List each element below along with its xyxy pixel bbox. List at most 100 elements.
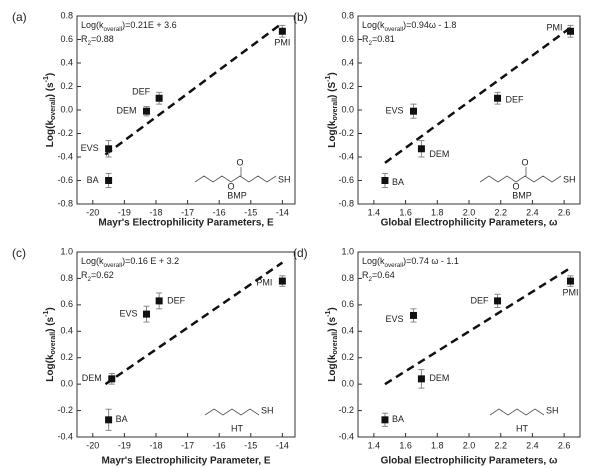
- point-label: EVS: [81, 143, 99, 153]
- y-tick-label: 0.4: [60, 57, 73, 67]
- point-label: DEM: [82, 373, 102, 383]
- point-label: BA: [392, 414, 404, 424]
- y-tick-label: 0.8: [341, 273, 354, 283]
- y-tick-label: 0.8: [60, 10, 73, 20]
- x-tick-label: -15: [244, 440, 257, 450]
- y-tick-label: -0.8: [57, 198, 73, 208]
- point-label: DEF: [132, 87, 151, 97]
- fit-line: [384, 26, 572, 164]
- r-squared: R2=0.81: [362, 34, 395, 47]
- text-part: 2: [369, 276, 373, 283]
- point: [494, 297, 502, 305]
- fit-line: [104, 261, 284, 386]
- panel-label: (b): [293, 10, 308, 24]
- y-tick-label: 0.4: [60, 326, 73, 336]
- text-part: -1: [325, 311, 332, 317]
- text-part: ) (s: [327, 316, 338, 331]
- y-tick-label: 0.0: [341, 379, 354, 389]
- x-axis-label: Global Electrophilicity Parameters, ω: [381, 218, 558, 229]
- structure: [489, 408, 545, 416]
- y-tick-label: -0.4: [338, 431, 354, 441]
- x-tick-label: 2.0: [463, 440, 476, 450]
- point: [417, 145, 425, 153]
- x-tick-label: 2.0: [463, 207, 476, 217]
- y-tick-label: -0.2: [338, 405, 354, 415]
- point: [381, 177, 389, 184]
- structure: [479, 175, 562, 183]
- point: [494, 94, 502, 102]
- y-tick-label: 0.8: [341, 10, 354, 20]
- y-axis-label: Log(koverall) (s-1): [43, 73, 57, 147]
- text-part: overall: [104, 26, 123, 33]
- panel-label: (a): [12, 10, 27, 24]
- x-tick-label: -19: [118, 207, 131, 217]
- y-tick-label: -0.6: [338, 175, 354, 185]
- atom-label: SH: [278, 174, 291, 184]
- x-tick-label: -19: [118, 440, 131, 450]
- x-tick-label: 2.4: [526, 207, 539, 217]
- text-part: Log(k: [81, 20, 104, 30]
- text-part: overall: [332, 332, 339, 355]
- y-tick-label: 0.6: [341, 34, 354, 44]
- x-tick-label: 1.8: [431, 440, 444, 450]
- point-label: EVS: [385, 106, 403, 116]
- x-tick-label: 2.4: [526, 440, 539, 450]
- point-label: DEF: [506, 95, 525, 105]
- y-axis-label: Log(koverall) (s-1): [43, 307, 57, 381]
- text-part: overall: [50, 97, 57, 120]
- r-squared: R2=0.62: [81, 270, 114, 283]
- text-part: Log(k: [362, 20, 385, 30]
- point: [278, 277, 286, 285]
- y-tick-label: 0.2: [60, 352, 73, 362]
- point: [278, 27, 286, 35]
- point: [143, 310, 151, 318]
- point-label: EVS: [385, 314, 403, 324]
- text-part: )=0.16 E + 3.2: [122, 256, 179, 266]
- y-tick-label: 1.0: [60, 246, 73, 256]
- text-part: overall: [104, 262, 123, 269]
- y-tick-label: -0.2: [338, 128, 354, 138]
- x-tick-label: -14: [276, 207, 289, 217]
- fit-equation: Log(koverall)=0.94ω - 1.8: [362, 20, 456, 33]
- point-label: DEM: [117, 106, 137, 116]
- text-part: Log(k: [45, 354, 56, 382]
- y-tick-label: -0.4: [57, 151, 73, 161]
- point: [105, 145, 113, 153]
- point-label: DEM: [429, 149, 449, 159]
- y-tick-label: 0.6: [341, 299, 354, 309]
- x-tick-label: -20: [86, 440, 99, 450]
- atom-label: O: [236, 157, 243, 167]
- r-squared: R2=0.64: [362, 270, 395, 283]
- x-tick-label: -18: [149, 440, 162, 450]
- atom-label: SH: [261, 405, 274, 415]
- x-tick-label: 2.2: [494, 440, 507, 450]
- x-tick-label: -16: [213, 207, 226, 217]
- x-tick-label: -17: [181, 207, 194, 217]
- y-tick-label: 0.0: [60, 379, 73, 389]
- y-tick-label: 0.8: [60, 273, 73, 283]
- x-tick-label: -14: [276, 440, 289, 450]
- y-axis-label: Log(koverall) (S-1): [325, 72, 339, 147]
- point-label: PMI: [546, 23, 562, 33]
- text-part: =0.81: [372, 34, 395, 44]
- point: [105, 416, 113, 424]
- atom-label: O: [227, 181, 234, 191]
- text-part: =0.88: [91, 34, 114, 44]
- point: [155, 94, 163, 102]
- point-label: DEM: [429, 373, 449, 383]
- x-axis-label: Mayr's Electrophilicity Parameters, E: [98, 218, 274, 229]
- y-tick-label: 0.2: [60, 81, 73, 91]
- x-tick-label: 2.2: [494, 207, 507, 217]
- text-part: ): [327, 307, 338, 310]
- x-tick-label: -15: [244, 207, 257, 217]
- x-tick-label: 1.8: [431, 207, 444, 217]
- x-tick-label: 1.4: [368, 440, 381, 450]
- point: [417, 375, 425, 383]
- text-part: 2: [369, 40, 373, 47]
- text-part: overall: [332, 98, 339, 121]
- text-part: 2: [88, 276, 92, 283]
- y-tick-label: 0.4: [341, 57, 354, 67]
- text-part: =0.62: [91, 270, 114, 280]
- y-tick-label: -0.8: [338, 198, 354, 208]
